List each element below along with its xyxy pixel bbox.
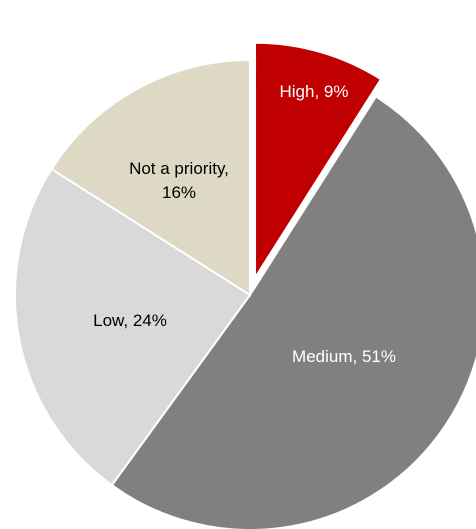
pie-slice-high [254,41,383,282]
pie-label-high: High, 9% [280,82,349,101]
pie-label-not-a-priority: Not a priority, 16% [129,159,229,202]
pie-slices [14,41,476,529]
pie-label-line: 16% [162,183,196,202]
pie-slice-not-a-priority [50,58,251,297]
pie-slice-medium [110,95,476,529]
pie-label-line: Not a priority, [129,159,229,178]
pie-labels: High, 9% Medium, 51% Low, 24% Not a priorit… [93,82,396,366]
pie-label-line: Low, 24% [93,311,167,330]
pie-label-medium: Medium, 51% [292,347,396,366]
pie-slice-low [14,167,252,487]
pie-label-line: Medium, 51% [292,347,396,366]
pie-label-low: Low, 24% [93,311,167,330]
pie-label-line: High, 9% [280,82,349,101]
